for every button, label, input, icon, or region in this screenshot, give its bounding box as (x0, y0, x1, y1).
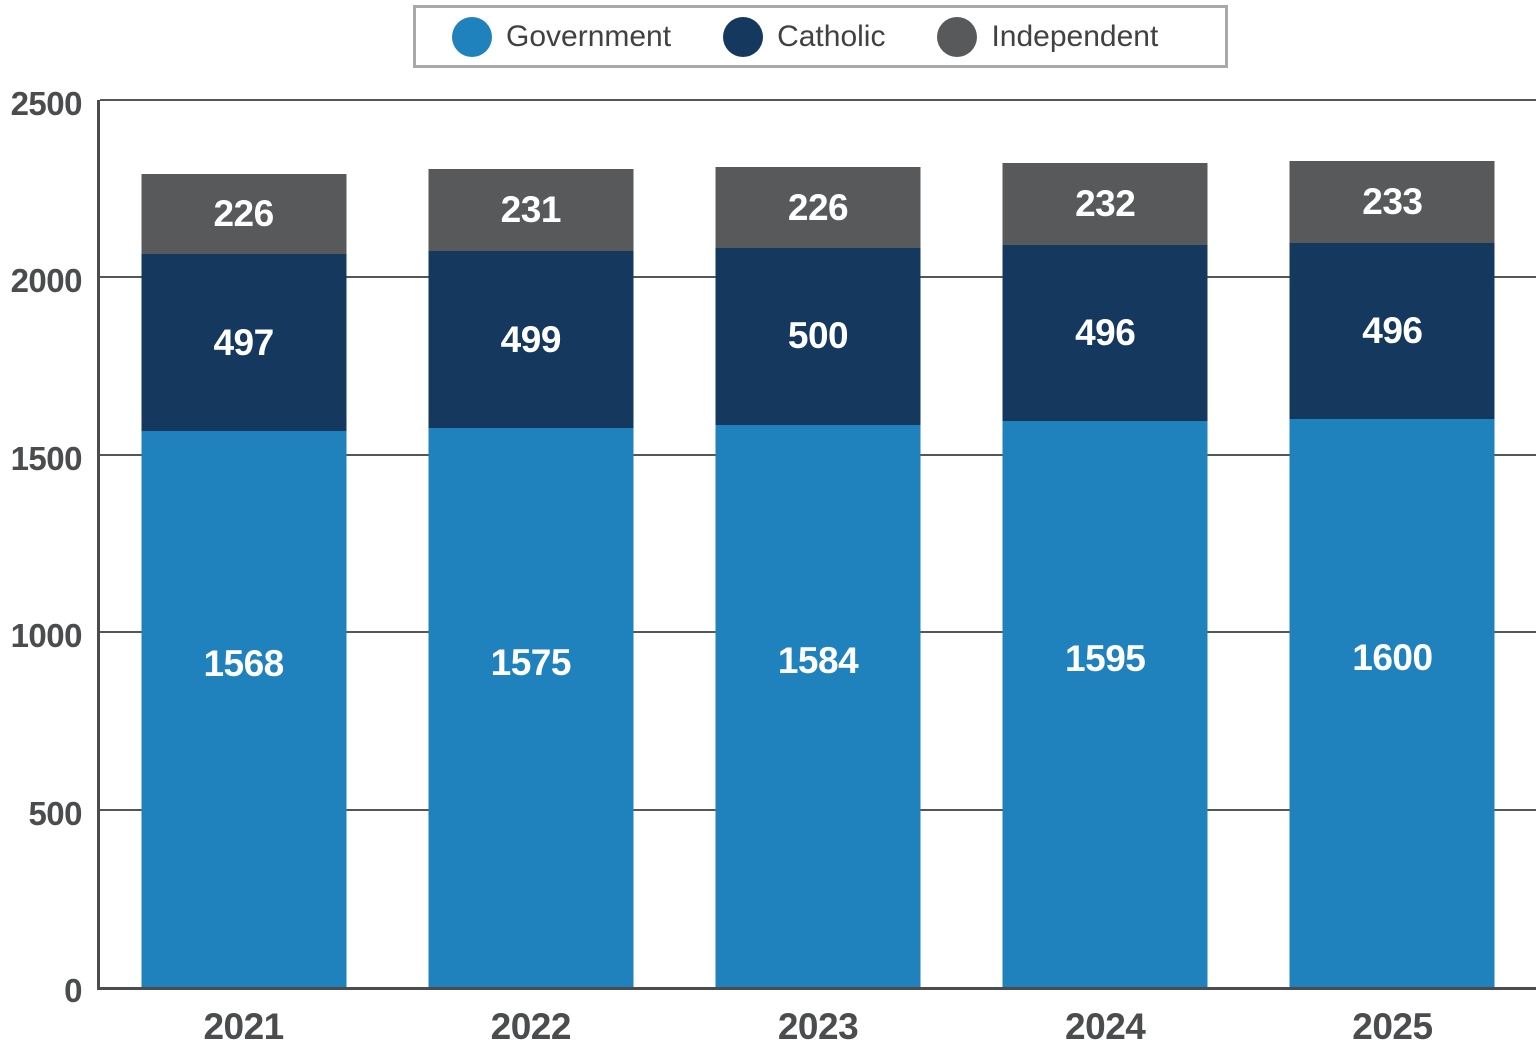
bar-segment-government-2022: 1575 (428, 428, 634, 987)
bar-segment-government-2023: 1584 (715, 425, 921, 987)
bar-segment-independent-2022: 231 (428, 169, 634, 252)
bar-segment-independent-2024: 232 (1002, 162, 1208, 246)
legend-item-government: Government (452, 16, 672, 57)
bar-value-label: 226 (213, 193, 274, 235)
bar-segment-catholic-2022: 499 (428, 251, 634, 429)
x-tick-label-2022: 2022 (490, 1006, 572, 1047)
bar-2024: 1595 496 232 (1002, 100, 1208, 987)
legend-item-catholic: Catholic (723, 16, 886, 57)
x-axis-labels: 2021 2022 2023 2024 2025 (100, 1007, 1536, 1047)
legend-swatch-catholic-icon (723, 16, 764, 57)
bar-slot-2024: 1595 496 232 (962, 100, 1249, 987)
y-tick-label-1500: 1500 (10, 439, 83, 477)
bar-slot-2023: 1584 500 226 (674, 100, 961, 987)
y-axis-line (97, 100, 100, 990)
bar-segment-independent-2021: 226 (141, 174, 347, 255)
x-tick-label-2025: 2025 (1352, 1006, 1433, 1047)
bar-slot-2022: 1575 499 231 (387, 100, 674, 987)
bar-segment-catholic-2023: 500 (715, 247, 921, 425)
bar-slot-2021: 1568 497 226 (100, 100, 387, 987)
bar-slot-2025: 1600 496 233 (1249, 100, 1536, 987)
bar-value-label: 499 (500, 318, 562, 360)
legend-swatch-independent-icon (937, 16, 978, 57)
bar-value-label: 1575 (490, 641, 572, 683)
x-tick-label-2024: 2024 (1065, 1006, 1146, 1047)
bar-value-label: 1568 (203, 643, 284, 685)
bar-2025: 1600 496 233 (1289, 100, 1495, 987)
bar-segment-independent-2025: 233 (1289, 160, 1495, 244)
y-tick-label-2500: 2500 (10, 85, 83, 122)
bar-value-label: 496 (1075, 312, 1136, 354)
x-tick-label-2023: 2023 (777, 1006, 859, 1047)
bar-value-label: 233 (1362, 181, 1423, 223)
bar-segment-government-2024: 1595 (1002, 421, 1208, 987)
legend: Government Catholic Independent (413, 5, 1228, 68)
plot-area: 1568 497 226 1575 499 231 1584 500 226 1595 496 232… (97, 99, 1536, 990)
bar-value-label: 1600 (1352, 636, 1433, 678)
bar-segment-catholic-2024: 496 (1002, 245, 1208, 422)
bars-container: 1568 497 226 1575 499 231 1584 500 226 1595 496 232… (100, 100, 1536, 987)
bar-2023: 1584 500 226 (715, 100, 921, 987)
bar-segment-catholic-2021: 497 (141, 254, 347, 431)
plot-top-border (100, 99, 1536, 101)
y-tick-label-1000: 1000 (10, 617, 83, 655)
legend-label: Government (506, 19, 672, 53)
y-tick-label-2000: 2000 (10, 262, 83, 300)
bar-value-label: 231 (500, 189, 562, 231)
bar-2022: 1575 499 231 (428, 100, 634, 987)
legend-item-independent: Independent (937, 16, 1159, 57)
legend-swatch-government-icon (452, 16, 492, 57)
bar-value-label: 232 (1075, 182, 1136, 224)
bar-value-label: 1584 (777, 640, 859, 682)
y-tick-label-0: 0 (64, 972, 82, 1009)
legend-label: Independent (991, 19, 1159, 53)
bar-segment-government-2021: 1568 (141, 430, 347, 987)
bar-value-label: 496 (1362, 310, 1423, 352)
bar-value-label: 500 (787, 315, 849, 357)
x-tick-label-2021: 2021 (203, 1006, 284, 1047)
bar-value-label: 497 (213, 321, 274, 363)
bar-segment-catholic-2025: 496 (1289, 243, 1495, 420)
x-axis-line (97, 987, 1536, 990)
legend-label: Catholic (777, 19, 886, 53)
bar-segment-government-2025: 1600 (1289, 419, 1495, 987)
bar-segment-independent-2023: 226 (715, 167, 921, 248)
bar-2021: 1568 497 226 (141, 100, 347, 987)
bar-value-label: 226 (787, 186, 849, 228)
bar-value-label: 1595 (1065, 637, 1146, 679)
y-tick-label-500: 500 (28, 794, 82, 832)
